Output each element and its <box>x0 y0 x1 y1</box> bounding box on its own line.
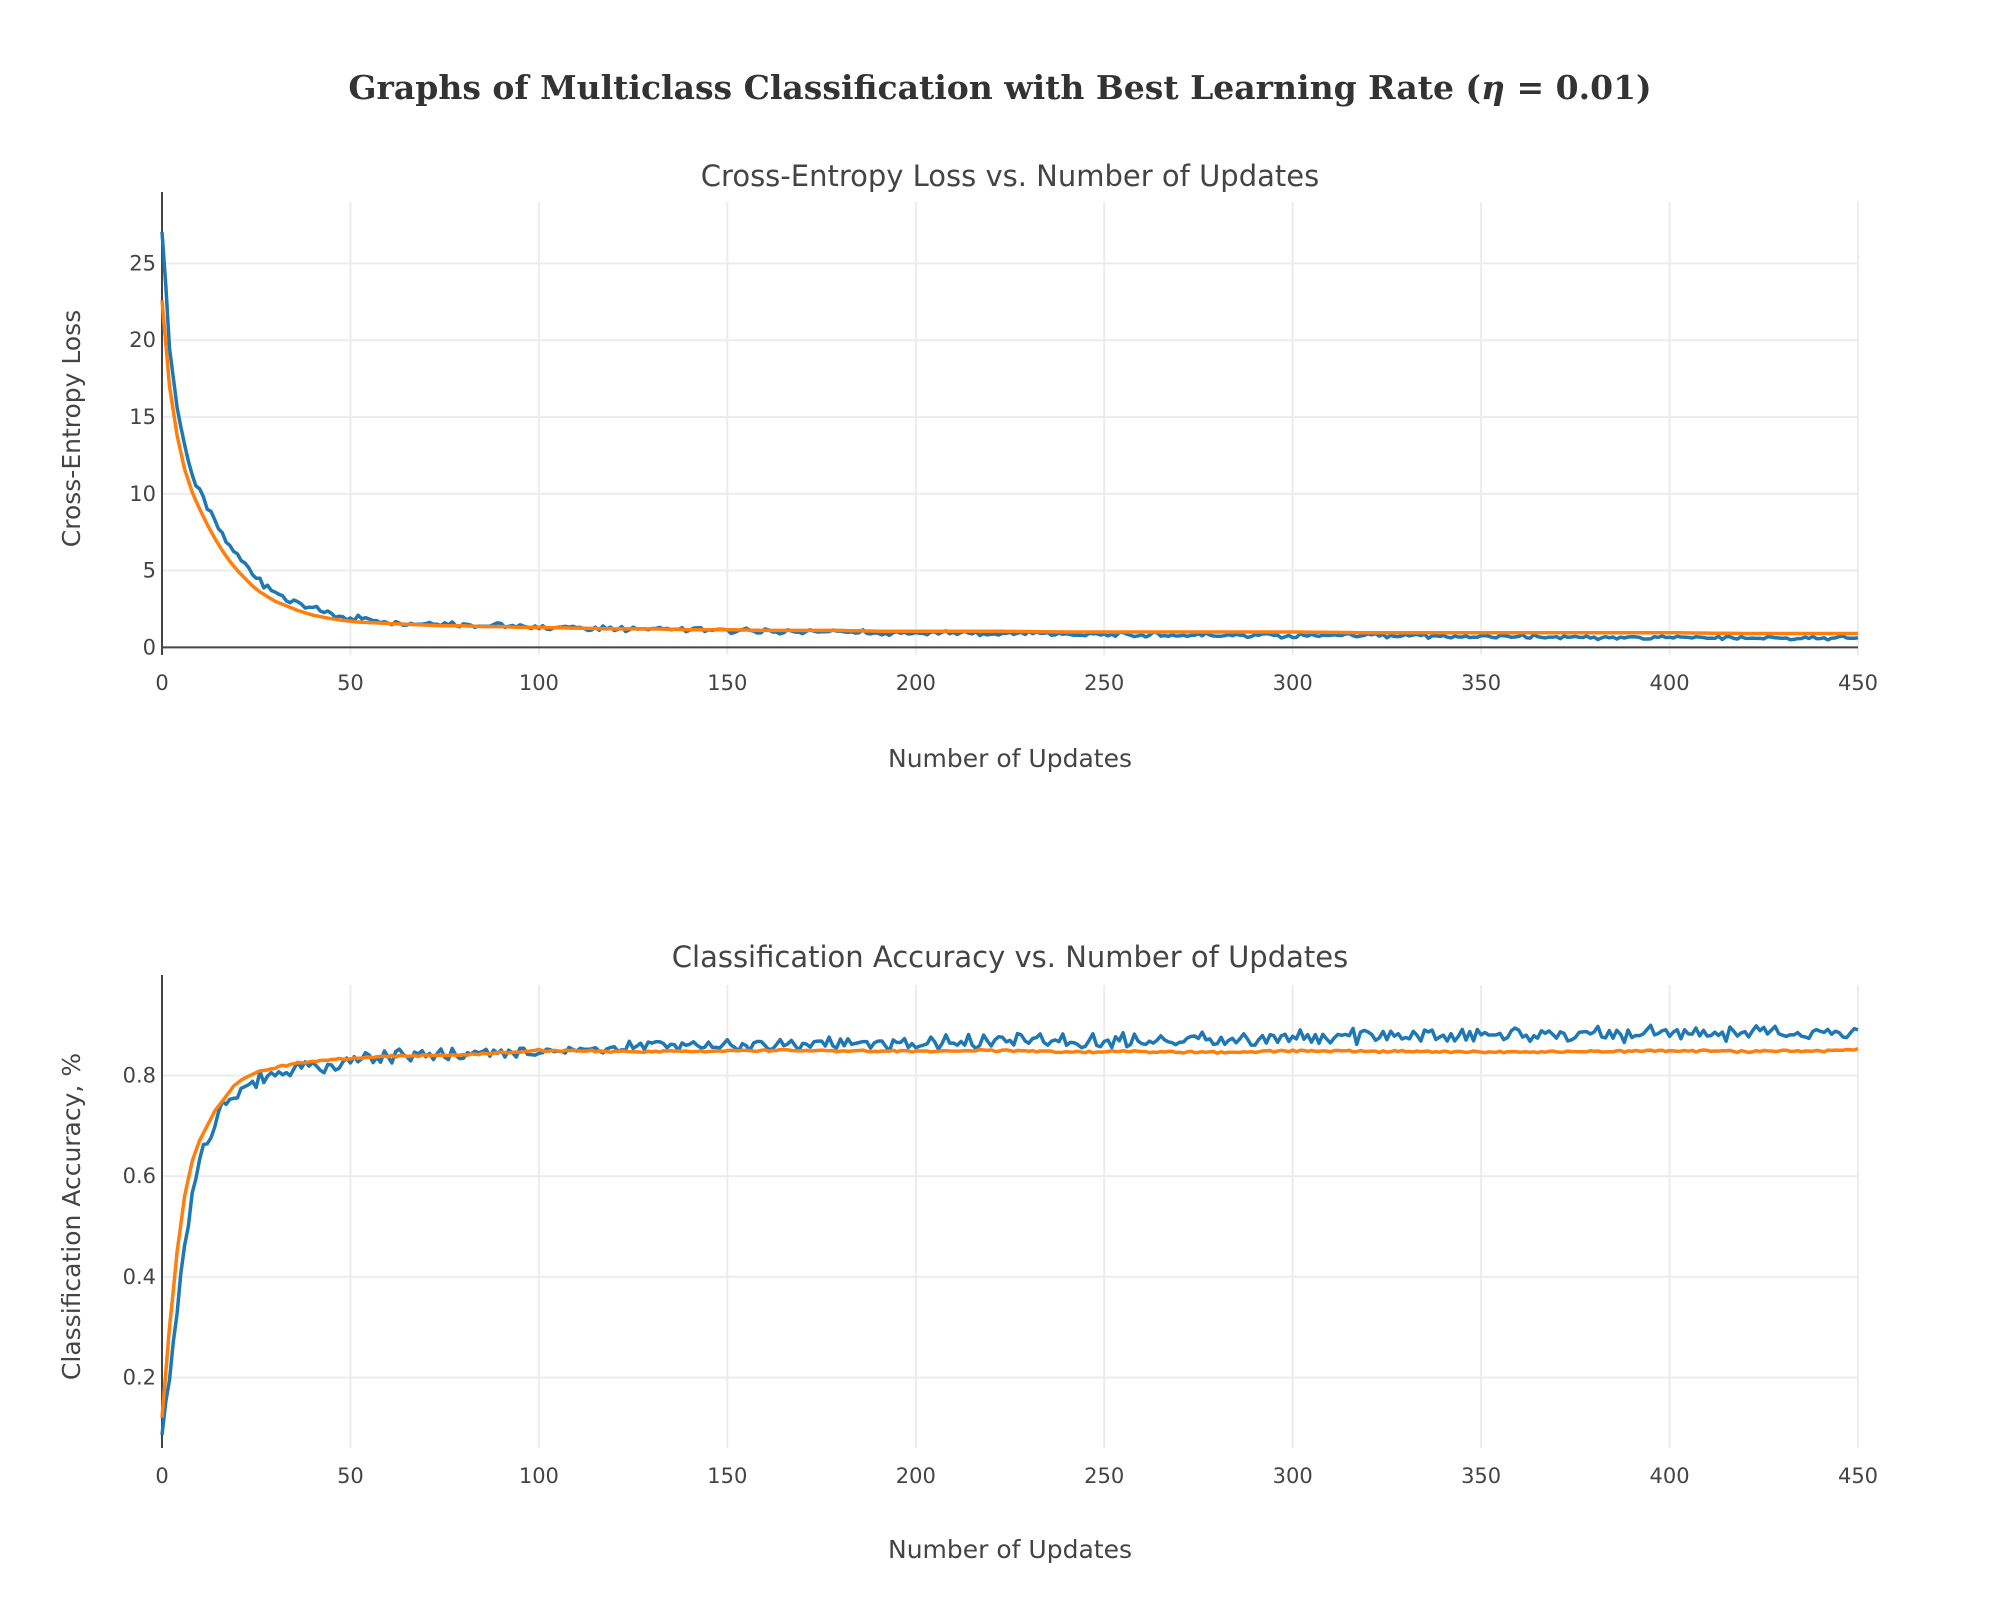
x-tick-label: 200 <box>896 1464 936 1488</box>
y-tick-label: 20 <box>129 328 156 352</box>
y-axis-label: Classification Accuracy, % <box>57 1053 86 1380</box>
x-tick-label: 400 <box>1650 671 1690 695</box>
x-tick-label: 200 <box>896 671 936 695</box>
series-line-raw <box>160 1023 1859 1436</box>
figure-title-suffix: = 0.01) <box>1505 68 1652 107</box>
grid <box>162 985 1859 1448</box>
x-tick-label: 100 <box>519 1464 559 1488</box>
loss-chart: 0 50 100 150 200 250 300 350 400 450 0 5 10 15 20 25 Cro… <box>57 159 1878 773</box>
x-tick-label: 400 <box>1650 1464 1690 1488</box>
y-tick-label: 15 <box>129 405 156 429</box>
x-axis-label: Number of Updates <box>888 1535 1132 1564</box>
x-axis-label: Number of Updates <box>888 744 1132 773</box>
x-tick-label: 250 <box>1084 671 1124 695</box>
x-tick-label: 0 <box>155 1464 168 1488</box>
x-tick-label: 350 <box>1461 1464 1501 1488</box>
y-tick-label: 0.6 <box>123 1164 156 1188</box>
series-line-raw <box>160 231 1859 642</box>
y-tick-label: 25 <box>129 251 156 275</box>
x-tick-label: 100 <box>519 671 559 695</box>
y-axis-label: Cross-Entropy Loss <box>57 310 86 547</box>
x-tick-label: 150 <box>707 671 747 695</box>
grid <box>162 202 1859 655</box>
y-tick-label: 10 <box>129 482 156 506</box>
subplot-title: Cross-Entropy Loss vs. Number of Updates <box>701 159 1319 193</box>
x-tick-label: 250 <box>1084 1464 1124 1488</box>
x-tick-label: 150 <box>707 1464 747 1488</box>
x-tick-label: 350 <box>1461 671 1501 695</box>
subplot-title: Classification Accuracy vs. Number of Up… <box>672 940 1348 974</box>
x-tick-label: 50 <box>337 671 364 695</box>
x-tick-label: 0 <box>155 671 168 695</box>
y-tick-label: 0.4 <box>123 1265 156 1289</box>
y-tick-label: 5 <box>143 559 156 583</box>
y-tick-label: 0 <box>143 635 156 659</box>
y-tick-label: 0.8 <box>123 1064 156 1088</box>
figure-title-prefix: Graphs of Multiclass Classification with… <box>348 68 1482 107</box>
x-tick-label: 300 <box>1273 671 1313 695</box>
accuracy-chart: 0 50 100 150 200 250 300 350 400 450 0.2 0.4 0.6 0.8 C… <box>57 940 1878 1564</box>
figure-title: Graphs of Multiclass Classification with… <box>0 68 2000 107</box>
x-tick-label: 450 <box>1838 671 1878 695</box>
x-tick-label: 450 <box>1838 1464 1878 1488</box>
series-line-smooth <box>160 1046 1859 1418</box>
x-tick-label: 50 <box>337 1464 364 1488</box>
x-tick-label: 300 <box>1273 1464 1313 1488</box>
series-line-smooth <box>160 300 1858 636</box>
y-tick-label: 0.2 <box>123 1366 156 1390</box>
figure-title-eta: η <box>1481 68 1506 107</box>
